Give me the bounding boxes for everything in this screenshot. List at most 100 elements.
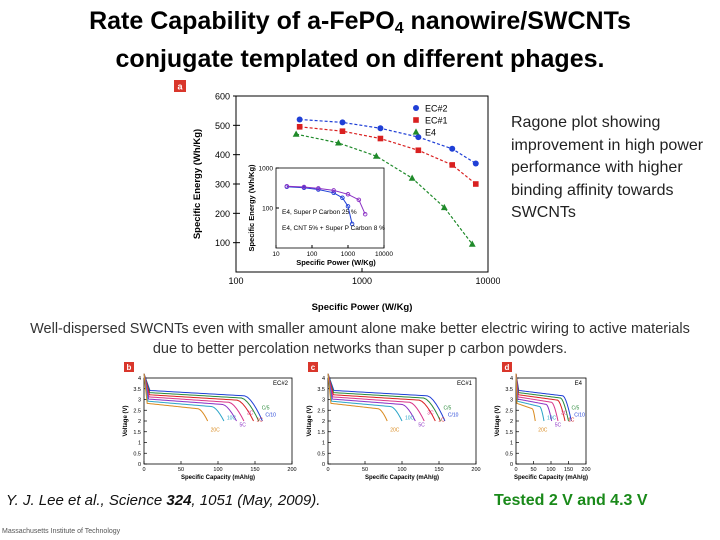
rate-label: 20C xyxy=(538,428,548,434)
curve-c-5 xyxy=(143,373,260,422)
y-tick-label: 1.5 xyxy=(133,430,141,436)
y-tick-label: 0.5 xyxy=(505,451,513,457)
x-tick-label: 50 xyxy=(530,467,536,473)
data-point-e4 xyxy=(372,152,380,159)
data-point-ec1 xyxy=(415,147,422,154)
data-point-ec1 xyxy=(472,181,479,187)
panel-label-a xyxy=(174,80,186,92)
rate-label: C/5 xyxy=(262,406,270,412)
rate-label: 5C xyxy=(555,423,562,429)
curve-20c xyxy=(143,373,209,422)
panel-label-c-text: c xyxy=(311,363,316,372)
data-point-ec1 xyxy=(449,162,456,168)
x-tick-label: 150 xyxy=(250,467,259,473)
legend-marker-ec1 xyxy=(413,117,419,123)
data-point-ec2 xyxy=(472,160,479,167)
rate-label: 20C xyxy=(211,428,221,434)
rate-label: 10C xyxy=(227,416,237,422)
data-point-e4 xyxy=(440,203,448,211)
inset-data-point-0 xyxy=(331,190,336,196)
y-tick-label: 2 xyxy=(510,419,513,425)
panel-label-b-text: b xyxy=(127,363,132,372)
inset-data-point-1 xyxy=(316,186,321,191)
curve-20c xyxy=(327,373,388,422)
y-tick-label: 0.5 xyxy=(317,451,325,457)
rate-label: 3C xyxy=(561,411,568,417)
discharge-plot-c: c 0 0.5 1 1.5 2 2.5 3 3.5 4 0 50 100 150 200 Specific C… xyxy=(307,362,481,481)
title-line-2: conjugate templated on different phages. xyxy=(115,45,605,73)
inset-y-axis-title: Specific Energy (Wh/Kg) xyxy=(247,164,256,252)
rate-label: 5C xyxy=(418,423,425,429)
curve-3c xyxy=(327,373,425,422)
data-point-ec1 xyxy=(377,135,384,142)
discharge-plot-b: b 0 0.5 1 1.5 2 2.5 3 3.5 4 0 50 100 150 200 Specific C… xyxy=(123,362,297,481)
series-line-ec2 xyxy=(299,118,477,164)
inset-frame xyxy=(275,167,385,249)
y-tick-label: 1.5 xyxy=(505,430,513,436)
y-tick-label: 200 xyxy=(215,209,230,219)
rate-label: 5C xyxy=(240,423,247,429)
x-tick-label: 0 xyxy=(514,467,517,473)
inset-data-point-1 xyxy=(345,192,351,197)
curve-20c xyxy=(515,373,536,422)
panel-label-d xyxy=(502,362,512,372)
rate-label: 10C xyxy=(547,416,557,422)
rate-label: 1C xyxy=(257,418,264,424)
curve-c-5 xyxy=(515,373,569,422)
y-tick-label: 600 xyxy=(215,92,230,102)
curve-3c xyxy=(143,373,245,422)
y-tick-label: 0.5 xyxy=(133,451,141,457)
y-tick-label: 1.5 xyxy=(317,430,325,436)
inset-data-point-0 xyxy=(340,195,345,201)
data-point-ec2 xyxy=(449,145,456,152)
y-tick-label: 2.5 xyxy=(133,408,141,414)
y-axis-title: Voltage (V) xyxy=(495,406,501,437)
inset-data-point-1 xyxy=(284,183,290,189)
curve-5c xyxy=(327,373,416,422)
legend-label: E4 xyxy=(425,128,436,138)
curve-1c xyxy=(327,373,436,422)
inset-data-point-1 xyxy=(331,188,336,193)
panel-sample-label: EC#1 xyxy=(457,381,473,387)
inset-x-tick-label: 10 xyxy=(272,251,280,258)
data-point-ec2 xyxy=(377,125,384,132)
x-tick-label: 200 xyxy=(471,467,480,473)
inset-data-point-1 xyxy=(301,184,307,190)
y-tick-label: 100 xyxy=(215,238,230,248)
inset-data-point-0 xyxy=(345,204,351,209)
x-axis-title: Specific Power (W/Kg) xyxy=(312,302,413,313)
rate-label: 3C xyxy=(247,411,254,417)
data-point-e4 xyxy=(408,174,416,181)
y-tick-label: 3.5 xyxy=(505,387,513,393)
inset-y-tick-label: 100 xyxy=(262,206,273,213)
x-tick-label: 100 xyxy=(546,467,555,473)
data-point-ec2 xyxy=(339,119,346,126)
inset-data-point-1 xyxy=(362,211,368,217)
series-line-ec1 xyxy=(299,126,477,185)
curve-10c xyxy=(143,373,225,422)
curve-5c xyxy=(143,373,237,422)
curve-10c xyxy=(515,373,545,422)
inset-legend-label-1: E4, CNT 5% + Super P Carbon 8 % xyxy=(282,225,385,232)
legend-label: EC#1 xyxy=(425,116,448,126)
y-axis-title: Voltage (V) xyxy=(123,406,129,437)
rate-label: C/10 xyxy=(265,413,276,419)
title-line-1: Rate Capability of a-FePO4 nanowire/SWCN… xyxy=(89,7,631,37)
x-tick-label: 100 xyxy=(213,467,222,473)
x-axis-title: Specific Capacity (mAh/g) xyxy=(514,475,588,481)
rate-label: 20C xyxy=(390,428,400,434)
data-point-e4 xyxy=(468,240,476,247)
x-tick-label: 150 xyxy=(564,467,573,473)
x-tick-label: 10000 xyxy=(475,276,500,286)
data-point-ec1 xyxy=(339,128,346,134)
y-tick-label: 500 xyxy=(215,121,230,131)
y-tick-label: 2.5 xyxy=(317,408,325,414)
inset-legend-label-0: E4, Super P Carbon 25 % xyxy=(282,209,357,216)
inset-series-line-0 xyxy=(286,186,353,225)
inset-x-tick-label: 1000 xyxy=(341,251,356,258)
rate-label: 1C xyxy=(438,418,445,424)
curve-5c xyxy=(515,373,553,422)
curve-c-10 xyxy=(515,373,572,422)
data-point-e4 xyxy=(335,139,342,146)
